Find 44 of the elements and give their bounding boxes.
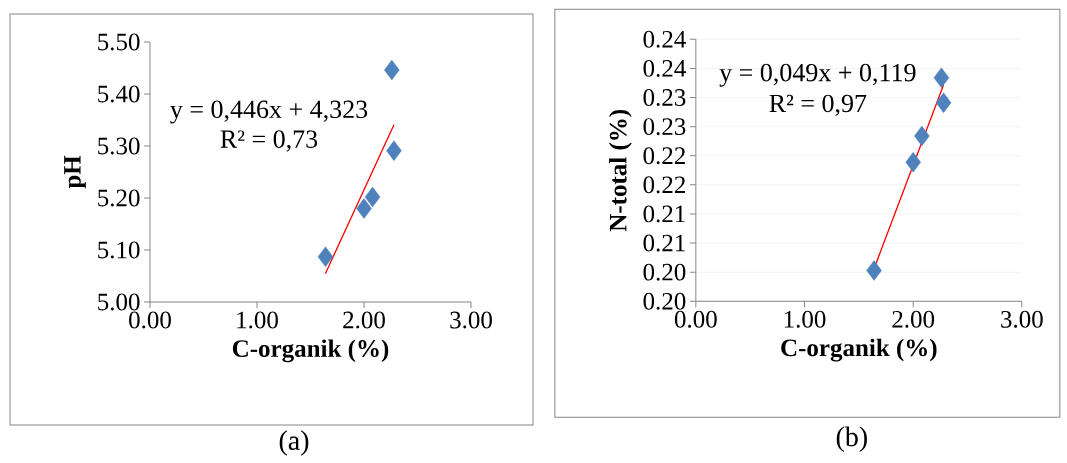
y-tick-label: 5.50 [98, 33, 140, 51]
y-tick-label: 0.20 [643, 263, 686, 281]
y-tick-label: 0.24 [643, 30, 686, 48]
x-tick-label: 3.00 [1001, 310, 1043, 328]
point [933, 67, 950, 88]
y-axis-title: pH [64, 155, 86, 189]
x-tick-label: 0.00 [129, 311, 171, 329]
annotation: y = 0,446x + 4,323 [170, 100, 368, 124]
text: (a) [279, 430, 309, 456]
y-tick-label: 0.24 [643, 59, 686, 77]
x-tick-label: 0.00 [674, 310, 717, 328]
point [386, 140, 402, 161]
point [364, 186, 381, 208]
x-axis-title: C-organik (%) [781, 338, 937, 362]
point [935, 92, 952, 113]
y-tick-label: 0.22 [643, 176, 685, 194]
y-tick-label: 0.23 [643, 89, 686, 107]
x-tick-label: 2.00 [892, 310, 935, 328]
y-tick-label: 0.22 [643, 147, 685, 165]
x-axis-title: C-organik (%) [232, 339, 389, 363]
point [317, 246, 334, 267]
point [866, 260, 882, 281]
y-tick-label: 0.21 [643, 234, 685, 252]
x-tick-label: 3.00 [450, 311, 492, 329]
point [914, 125, 930, 147]
annotation: R² = 0,73 [220, 130, 318, 152]
x-tick-label: 1.00 [237, 311, 278, 329]
y-tick-label: 5.30 [98, 137, 140, 155]
annotation: y = 0,049x + 0,119 [719, 63, 916, 87]
y-tick-label: 5.40 [98, 85, 140, 103]
y-axis-title: N-total (%) [609, 109, 632, 232]
text: (b) [836, 426, 867, 452]
annotation: R² = 0,97 [769, 94, 867, 116]
y-tick-label: 5.20 [98, 189, 140, 207]
x-tick-label: 2.00 [343, 311, 385, 329]
x-tick-label: 1.00 [784, 310, 826, 328]
y-tick-label: 5.00 [98, 293, 140, 311]
point [356, 198, 372, 219]
point [384, 59, 400, 81]
y-tick-label: 0.23 [643, 118, 686, 136]
y-tick-label: 5.10 [98, 241, 140, 259]
point [905, 151, 921, 173]
y-tick-label: 0.21 [643, 205, 685, 223]
y-tick-label: 0.20 [643, 292, 686, 310]
